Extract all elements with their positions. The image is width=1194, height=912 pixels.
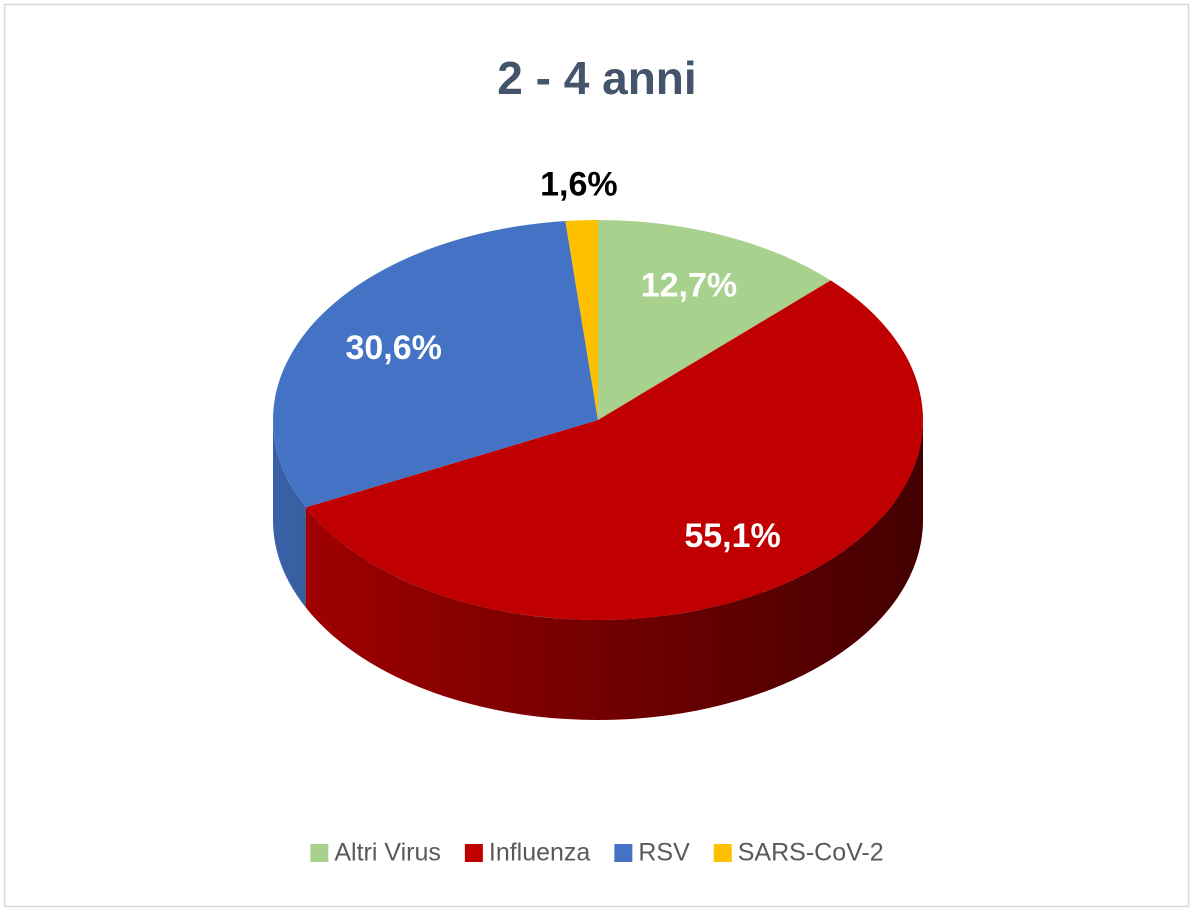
data-label: 30,6%: [345, 329, 441, 367]
legend-label: Influenza: [489, 839, 591, 867]
data-label: 1,6%: [540, 165, 618, 203]
slice: [598, 220, 831, 420]
legend-label: Altri Virus: [334, 839, 441, 867]
slice: [272, 221, 598, 508]
slice: [565, 220, 598, 420]
slice: [305, 280, 924, 621]
legend-swatch: [614, 844, 633, 862]
data-label: 55,1%: [684, 517, 780, 555]
chart-title: 2 - 4 anni: [497, 52, 696, 104]
data-label: 12,7%: [641, 266, 737, 304]
legend-swatch: [713, 844, 732, 862]
legend-swatch: [310, 844, 329, 862]
legend-label: RSV: [638, 839, 690, 867]
legend-swatch: [464, 844, 483, 862]
side-shade: [273, 420, 923, 720]
legend-label: SARS-CoV-2: [738, 839, 884, 867]
